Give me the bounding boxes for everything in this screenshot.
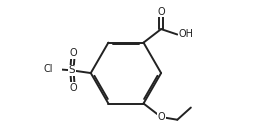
Text: Cl: Cl (43, 64, 53, 74)
Text: O: O (157, 112, 165, 122)
Text: S: S (69, 65, 75, 75)
Text: O: O (69, 48, 77, 58)
Text: OH: OH (179, 30, 194, 39)
Text: O: O (69, 83, 77, 93)
Text: O: O (157, 6, 165, 17)
